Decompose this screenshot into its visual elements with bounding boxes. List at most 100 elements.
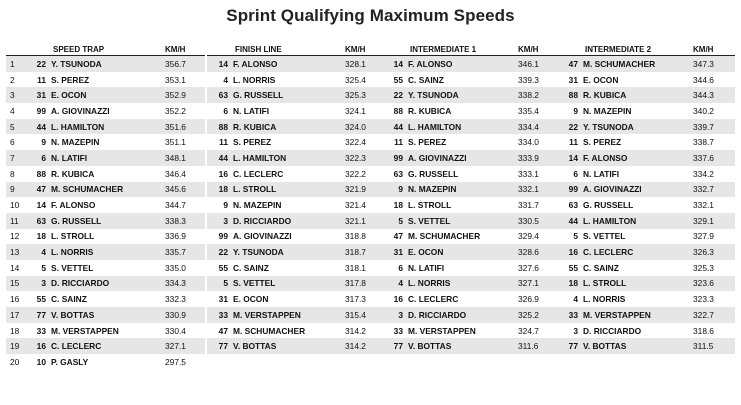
table-row: 55 C. SAINZ 318.1 <box>207 260 387 276</box>
speed-cell: 332.7 <box>693 181 735 198</box>
car-number-cell: 9 <box>41 137 46 148</box>
speed-cell: 338.2 <box>518 87 560 104</box>
speed-cell: 348.1 <box>165 150 205 166</box>
table-row: 5 S. VETTEL 330.5 <box>382 212 560 229</box>
car-number-cell: 4 <box>26 244 51 260</box>
driver-name-cell: L. HAMILTON <box>583 212 693 229</box>
driver-name-cell: S. PEREZ <box>233 137 272 148</box>
table-row: 7 6 N. LATIFI 348.1 <box>6 150 205 166</box>
car-number-cell: 14 <box>382 55 408 72</box>
driver-name-cell: M. VERSTAPPEN <box>51 325 119 336</box>
car-number-cell: 33 <box>557 307 583 323</box>
speed-cell: 321.9 <box>345 181 387 198</box>
table-row: 33 M. VERSTAPPEN 315.4 <box>207 307 387 323</box>
table-row: 14 5 S. VETTEL 335.0 <box>6 260 205 276</box>
speed-cell: 338.3 <box>165 212 205 229</box>
speed-cell: 346.4 <box>165 168 186 179</box>
speed-cell: 325.3 <box>693 262 714 273</box>
car-number-cell: 4 <box>382 275 408 292</box>
car-number-cell: 6 <box>26 150 51 166</box>
car-number-cell: 16 <box>557 244 583 260</box>
intermediate-1-body: 14 F. ALONSO 346.1 55 C. SAINZ 339.3 22 Y. TSUN… <box>382 55 560 355</box>
car-number-cell: 9 <box>223 200 228 211</box>
position-cell: 19 <box>6 338 26 355</box>
driver-name-cell: F. ALONSO <box>51 200 96 211</box>
speed-cell: 335.7 <box>165 244 205 260</box>
car-number-cell: 9 <box>382 181 408 198</box>
table-row: 17 77 V. BOTTAS 330.9 <box>6 307 205 323</box>
table-row: 6 N. LATIFI 327.6 <box>382 260 560 276</box>
table-row: 47 M. SCHUMACHER 347.3 <box>557 55 735 72</box>
table-row: 22 Y. TSUNODA 339.7 <box>557 118 735 135</box>
table-row: 33 M. VERSTAPPEN 324.7 <box>382 323 560 339</box>
driver-name-cell: N. MAZEPIN <box>408 181 518 198</box>
driver-name-cell: M. VERSTAPPEN <box>233 307 345 323</box>
driver-name-cell: C. LECLERC <box>233 168 284 179</box>
car-number-cell: 9 <box>573 105 578 116</box>
driver-name-cell: L. STROLL <box>408 200 452 211</box>
driver-name-cell: G. RUSSELL <box>51 212 165 229</box>
position-cell: 16 <box>10 294 20 305</box>
driver-name-cell: F. ALONSO <box>583 150 693 166</box>
speed-cell: 318.6 <box>693 325 714 336</box>
table-row: 11 S. PEREZ 334.0 <box>382 134 560 150</box>
speed-cell: 344.3 <box>693 87 735 104</box>
table-row: 9 N. MAZEPIN 340.2 <box>557 103 735 119</box>
table-row: 14 F. ALONSO 328.1 <box>207 55 387 72</box>
speed-cell: 322.4 <box>345 137 366 148</box>
car-number-cell: 31 <box>382 244 408 260</box>
driver-name-cell: R. KUBICA <box>583 87 693 104</box>
speed-cell: 334.4 <box>518 118 560 135</box>
number-column-header <box>557 44 583 56</box>
car-number-cell: 3 <box>573 325 578 336</box>
car-number-cell: 55 <box>36 294 46 305</box>
speed-cell: 356.7 <box>165 55 205 72</box>
car-number-cell: 14 <box>557 150 583 166</box>
speed-cell: 321.4 <box>345 200 366 211</box>
table-row: 77 V. BOTTAS 311.6 <box>382 338 560 355</box>
driver-name-cell: V. BOTTAS <box>51 307 165 323</box>
intermediate-1-table: INTERMEDIATE 1 KM/H 14 F. ALONSO 346.1 55 C.… <box>382 44 560 355</box>
table-row: 99 A. GIOVINAZZI 332.7 <box>557 181 735 198</box>
table-row: 11 S. PEREZ 338.7 <box>557 134 735 150</box>
table-row: 6 N. LATIFI 334.2 <box>557 166 735 182</box>
car-number-cell: 55 <box>393 74 403 85</box>
position-cell: 6 <box>10 137 15 148</box>
car-number-cell: 16 <box>26 338 51 355</box>
speed-cell: 328.1 <box>345 55 387 72</box>
speed-cell: 339.3 <box>518 74 539 85</box>
driver-name-cell: V. BOTTAS <box>583 338 693 355</box>
table-row: 55 C. SAINZ 339.3 <box>382 72 560 88</box>
speed-cell: 347.3 <box>693 55 735 72</box>
driver-name-cell: N. MAZEPIN <box>51 137 100 148</box>
intermediate-2-unit-heading: KM/H <box>693 44 735 56</box>
car-number-cell: 77 <box>557 338 583 355</box>
table-row: 20 10 P. GASLY 297.5 <box>6 354 205 370</box>
speed-cell: 311.6 <box>518 338 560 355</box>
driver-name-cell: D. RICCIARDO <box>408 307 518 323</box>
table-row: 55 C. SAINZ 325.3 <box>557 260 735 276</box>
driver-name-cell: N. LATIFI <box>408 262 445 273</box>
speed-cell: 325.4 <box>345 74 366 85</box>
car-number-cell: 22 <box>557 118 583 135</box>
speed-cell: 338.7 <box>693 137 714 148</box>
car-number-cell: 5 <box>41 262 46 273</box>
car-number-cell: 31 <box>26 87 51 104</box>
car-number-cell: 4 <box>573 294 578 305</box>
table-row: 47 M. SCHUMACHER 329.4 <box>382 229 560 245</box>
speed-cell: 326.3 <box>693 244 735 260</box>
speed-cell: 328.6 <box>518 244 560 260</box>
car-number-cell: 55 <box>568 262 578 273</box>
car-number-cell: 63 <box>568 200 578 211</box>
speed-cell: 330.9 <box>165 307 205 323</box>
speed-cell: 317.3 <box>345 294 366 305</box>
driver-name-cell: S. VETTEL <box>583 231 626 242</box>
table-row: 13 4 L. NORRIS 335.7 <box>6 244 205 260</box>
speed-cell: 353.1 <box>165 74 186 85</box>
finish-line-panel: FINISH LINE KM/H 14 F. ALONSO 328.1 4 L. NOR… <box>207 44 387 355</box>
driver-name-cell: L. HAMILTON <box>233 150 345 166</box>
speed-cell: 329.4 <box>518 231 539 242</box>
speed-cell: 327.9 <box>693 231 714 242</box>
car-number-cell: 33 <box>393 325 403 336</box>
